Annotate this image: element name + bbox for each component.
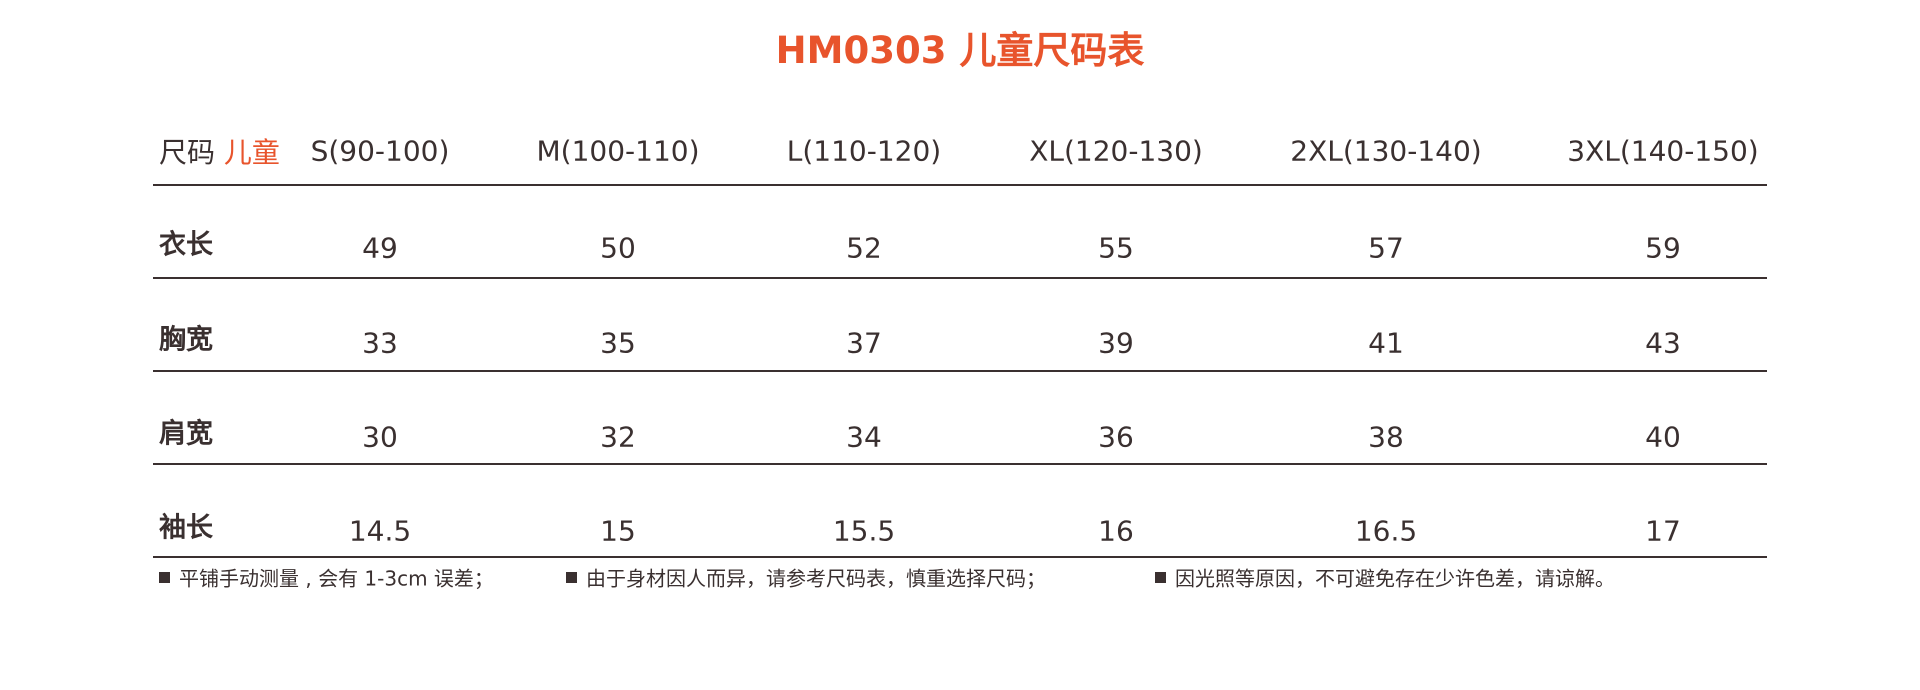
note: 由于身材因人而异，请参考尺码表，慎重选择尺码；	[586, 566, 1046, 591]
rule	[153, 556, 1767, 558]
row-label: 胸宽	[159, 324, 213, 356]
column-header: S(90-100)	[310, 134, 450, 168]
cell: 50	[600, 231, 636, 265]
cell: 37	[846, 326, 882, 360]
cell: 49	[362, 231, 398, 265]
cell: 16	[1098, 514, 1134, 548]
rule	[153, 277, 1767, 279]
rule	[153, 184, 1767, 186]
cell: 15.5	[832, 514, 896, 548]
rule	[153, 370, 1767, 372]
corner-label: 尺码 儿童	[159, 131, 280, 171]
cell: 57	[1368, 231, 1404, 265]
corner-size: 尺码	[159, 136, 216, 169]
cell: 32	[600, 420, 636, 454]
cell: 59	[1645, 231, 1681, 265]
cell: 14.5	[348, 514, 412, 548]
bullet	[159, 572, 170, 583]
cell: 35	[600, 326, 636, 360]
cell: 39	[1098, 326, 1134, 360]
row-label: 肩宽	[159, 418, 213, 450]
cell: 55	[1098, 231, 1134, 265]
column-header: L(110-120)	[786, 134, 942, 168]
cell: 17	[1645, 514, 1681, 548]
cell: 43	[1645, 326, 1681, 360]
cell: 33	[362, 326, 398, 360]
cell: 16.5	[1354, 514, 1418, 548]
note: 因光照等原因，不可避免存在少许色差，请谅解。	[1175, 566, 1615, 591]
rule	[153, 463, 1767, 465]
row-label: 衣长	[159, 229, 213, 261]
cell: 38	[1368, 420, 1404, 454]
cell: 41	[1368, 326, 1404, 360]
bullet	[1155, 572, 1166, 583]
cell: 52	[846, 231, 882, 265]
title: HM0303 儿童尺码表	[775, 29, 1145, 72]
column-header: XL(120-130)	[1029, 134, 1203, 168]
bullet	[566, 572, 577, 583]
cell: 34	[846, 420, 882, 454]
row-label: 袖长	[159, 512, 213, 544]
cell: 40	[1645, 420, 1681, 454]
cell: 36	[1098, 420, 1134, 454]
column-header: 2XL(130-140)	[1290, 134, 1482, 168]
column-header: 3XL(140-150)	[1567, 134, 1759, 168]
cell: 30	[362, 420, 398, 454]
cell: 15	[600, 514, 636, 548]
corner-kids: 儿童	[223, 136, 280, 169]
column-header: M(100-110)	[536, 134, 700, 168]
note: 平铺手动测量 , 会有 1-3cm 误差；	[179, 566, 494, 591]
